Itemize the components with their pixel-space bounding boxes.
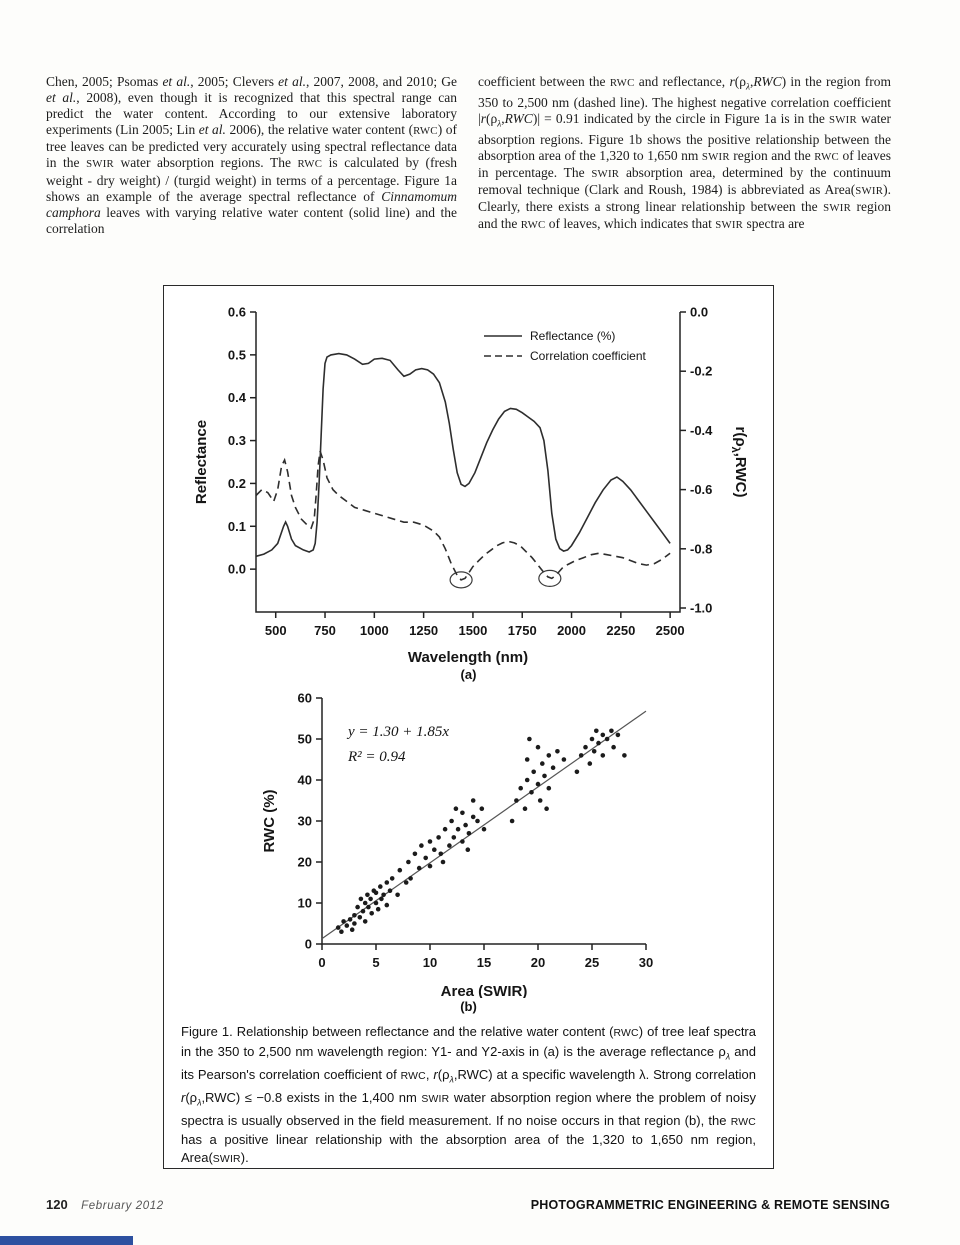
svg-text:-0.6: -0.6 bbox=[690, 482, 712, 497]
svg-text:0.3: 0.3 bbox=[227, 433, 245, 448]
svg-text:1750: 1750 bbox=[507, 623, 536, 638]
y-axis-title: RWC (%) bbox=[261, 789, 278, 852]
page-edge-bar bbox=[0, 1236, 133, 1245]
svg-text:40: 40 bbox=[297, 772, 311, 787]
svg-text:-1.0: -1.0 bbox=[690, 601, 712, 616]
svg-text:0.6: 0.6 bbox=[227, 305, 245, 320]
svg-text:Reflectance (%): Reflectance (%) bbox=[530, 329, 615, 343]
svg-text:20: 20 bbox=[297, 854, 311, 869]
r-squared: R² = 0.94 bbox=[347, 749, 406, 765]
subfigure-label-b: (b) bbox=[460, 999, 477, 1015]
figure-1b-scatter-chart: 0 5 10 15 20 25 30 0 10 20 30 40 50 60 y = 1.30 + 1.85… bbox=[261, 690, 653, 999]
svg-text:0: 0 bbox=[304, 936, 311, 951]
y1-axis-title: Reflectance bbox=[193, 420, 210, 504]
svg-text:0.4: 0.4 bbox=[227, 390, 246, 405]
svg-text:750: 750 bbox=[314, 623, 336, 638]
reflectance-line bbox=[255, 352, 671, 558]
svg-text:2500: 2500 bbox=[655, 623, 684, 638]
tick-labels: 500 750 1000 1250 1500 1750 2000 2250 2500 0.0 0.1… bbox=[227, 305, 712, 639]
min-correlation-circle bbox=[537, 569, 561, 588]
svg-text:1500: 1500 bbox=[458, 623, 487, 638]
footer-left: 120 February 2012 bbox=[46, 1196, 164, 1214]
scatter-points bbox=[335, 728, 627, 934]
svg-text:15: 15 bbox=[476, 955, 490, 970]
svg-text:Correlation coefficient: Correlation coefficient bbox=[530, 349, 647, 363]
figure-1a-spectra-chart: 500 750 1000 1250 1500 1750 2000 2250 2500 0.0 0.1… bbox=[193, 305, 749, 666]
svg-text:10: 10 bbox=[297, 895, 311, 910]
tick-labels: 0 5 10 15 20 25 30 0 10 20 30 40 50 60 bbox=[297, 690, 653, 970]
svg-text:10: 10 bbox=[422, 955, 436, 970]
subfigure-label-a: (a) bbox=[460, 666, 477, 682]
svg-text:1000: 1000 bbox=[359, 623, 388, 638]
page-number: 120 bbox=[46, 1197, 68, 1212]
regression-line bbox=[321, 710, 646, 939]
body-text-left-column: Chen, 2005; Psomas et al., 2005; Clevers… bbox=[46, 74, 458, 236]
legend: Reflectance (%) Correlation coefficient bbox=[483, 329, 647, 363]
fit-equation: y = 1.30 + 1.85x bbox=[346, 724, 449, 740]
figure-caption: Figure 1. Relationship between reflectan… bbox=[181, 1024, 757, 1165]
svg-text:2000: 2000 bbox=[557, 623, 586, 638]
svg-text:1250: 1250 bbox=[409, 623, 438, 638]
issue-date: February 2012 bbox=[81, 1200, 164, 1212]
svg-text:0.5: 0.5 bbox=[227, 347, 245, 362]
min-correlation-circle bbox=[448, 571, 473, 589]
svg-text:0.2: 0.2 bbox=[227, 476, 245, 491]
body-text-right-column: coefficient between the RWC and reflecta… bbox=[478, 74, 892, 232]
y2-axis-title: r(ρλ,RWC) bbox=[729, 427, 749, 498]
axes bbox=[315, 696, 647, 950]
figure-1-panel: 500 750 1000 1250 1500 1750 2000 2250 2500 0.0 0.1… bbox=[163, 285, 774, 1169]
svg-text:0.1: 0.1 bbox=[227, 519, 245, 534]
svg-text:60: 60 bbox=[297, 690, 311, 705]
svg-text:-0.2: -0.2 bbox=[690, 364, 712, 379]
svg-text:30: 30 bbox=[638, 955, 652, 970]
axes bbox=[249, 311, 686, 618]
correlation-line bbox=[254, 450, 671, 581]
svg-text:20: 20 bbox=[530, 955, 544, 970]
x-axis-title: Area (SWIR) bbox=[440, 983, 527, 999]
svg-text:0.0: 0.0 bbox=[690, 305, 708, 320]
svg-text:500: 500 bbox=[264, 623, 286, 638]
svg-text:5: 5 bbox=[372, 955, 379, 970]
journal-name: PHOTOGRAMMETRIC ENGINEERING & REMOTE SEN… bbox=[530, 1198, 890, 1212]
svg-text:0: 0 bbox=[318, 955, 325, 970]
svg-text:0.0: 0.0 bbox=[227, 562, 245, 577]
x-axis-title: Wavelength (nm) bbox=[407, 649, 527, 666]
svg-text:2250: 2250 bbox=[606, 623, 635, 638]
svg-text:25: 25 bbox=[584, 955, 598, 970]
svg-text:30: 30 bbox=[297, 813, 311, 828]
svg-text:-0.8: -0.8 bbox=[690, 541, 712, 556]
svg-text:-0.4: -0.4 bbox=[690, 423, 713, 438]
svg-text:50: 50 bbox=[297, 731, 311, 746]
